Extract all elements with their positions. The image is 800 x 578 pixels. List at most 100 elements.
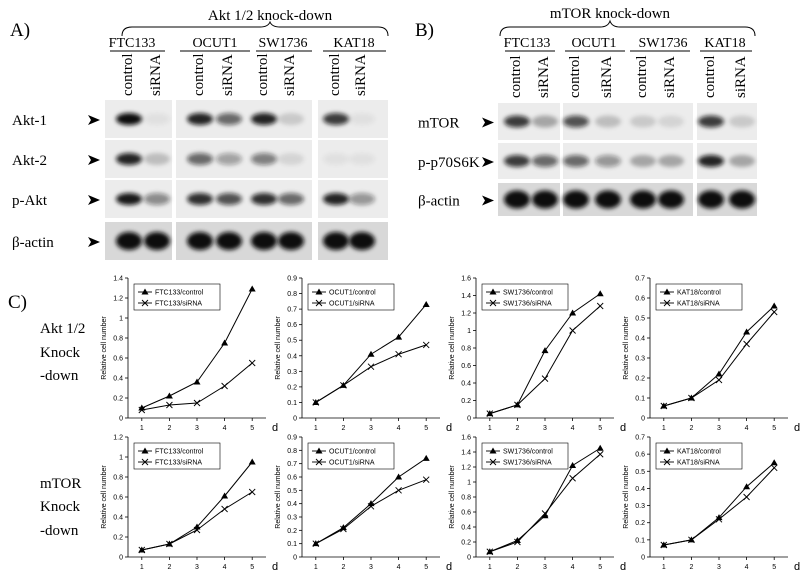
blot-band bbox=[698, 155, 724, 167]
x-tick-label: 5 bbox=[772, 564, 776, 571]
marker bbox=[339, 524, 347, 531]
legend-box bbox=[655, 442, 743, 470]
legend-label: FTC133/control bbox=[155, 290, 204, 297]
blot-band bbox=[323, 113, 349, 125]
x-tick-label: 1 bbox=[140, 564, 144, 571]
lane-label: control bbox=[120, 54, 136, 97]
marker bbox=[248, 285, 256, 292]
blot-band bbox=[504, 155, 530, 167]
y-tick-label: 0.9 bbox=[287, 435, 297, 442]
row-label: Knock bbox=[40, 499, 80, 515]
legend-marker bbox=[663, 458, 671, 466]
marker bbox=[514, 538, 521, 546]
x-tick-label: 5 bbox=[772, 425, 776, 432]
x-tick-label: 4 bbox=[223, 564, 227, 571]
bracket bbox=[499, 19, 756, 37]
blot-band bbox=[349, 193, 375, 205]
row-arrow bbox=[482, 195, 494, 206]
x-tick-label: 2 bbox=[689, 425, 693, 432]
legend-box bbox=[307, 442, 395, 470]
marker bbox=[743, 483, 751, 490]
x-tick-label: 3 bbox=[543, 425, 547, 432]
marker bbox=[770, 302, 778, 309]
legend-box bbox=[133, 283, 221, 311]
x-tick-label: 2 bbox=[341, 425, 345, 432]
row-label: p-Akt bbox=[12, 193, 48, 209]
lane-label: control bbox=[634, 56, 650, 99]
marker bbox=[221, 492, 229, 499]
marker bbox=[395, 333, 403, 340]
y-tick-label: 0.6 bbox=[461, 510, 471, 517]
y-tick-label: 0.2 bbox=[113, 396, 123, 403]
marker bbox=[660, 402, 668, 410]
y-tick-label: 0.5 bbox=[635, 316, 645, 323]
legend-marker bbox=[663, 299, 671, 307]
x-tick-label: 1 bbox=[314, 564, 318, 571]
blot-band bbox=[563, 190, 589, 209]
y-tick-label: 0.2 bbox=[287, 384, 297, 391]
legend-label: FTC133/siRNA bbox=[155, 301, 202, 308]
y-tick-label: 0.6 bbox=[461, 363, 471, 370]
blot-band bbox=[116, 113, 142, 125]
x-tick-label: 1 bbox=[314, 425, 318, 432]
marker bbox=[770, 308, 778, 316]
marker bbox=[596, 444, 604, 451]
y-tick-label: 1.2 bbox=[113, 296, 123, 303]
lane-label: siRNA bbox=[282, 54, 298, 96]
y-tick-label: 0.2 bbox=[461, 540, 471, 547]
y-tick-label: 1.2 bbox=[461, 465, 471, 472]
lane-label: siRNA bbox=[733, 56, 749, 98]
blot-band bbox=[323, 193, 349, 205]
row-arrow bbox=[482, 117, 494, 128]
x-tick-label: 4 bbox=[571, 564, 575, 571]
marker bbox=[715, 370, 723, 377]
x-tick-label: 3 bbox=[195, 425, 199, 432]
y-tick-label: 1.6 bbox=[461, 276, 471, 283]
blot-band bbox=[658, 115, 684, 128]
x-tick-label: 2 bbox=[515, 425, 519, 432]
lane-label: control bbox=[255, 54, 271, 97]
blot-band bbox=[595, 115, 621, 128]
y-tick-label: 0.4 bbox=[461, 525, 471, 532]
marker bbox=[395, 350, 402, 358]
blot-band bbox=[216, 113, 242, 125]
blot-band bbox=[698, 190, 724, 209]
marker bbox=[248, 458, 256, 465]
marker bbox=[367, 350, 375, 357]
y-axis-label: Relative cell number bbox=[275, 465, 282, 529]
marker bbox=[422, 476, 430, 483]
lane-label: control bbox=[327, 54, 343, 97]
y-tick-label: 0.2 bbox=[461, 398, 471, 405]
legend-marker bbox=[141, 288, 149, 295]
legend-marker bbox=[489, 458, 497, 466]
y-tick-label: 0.4 bbox=[113, 376, 123, 383]
x-tick-label: 4 bbox=[745, 564, 749, 571]
marker bbox=[193, 378, 201, 385]
row-label: mTOR bbox=[418, 116, 459, 132]
marker bbox=[541, 512, 549, 519]
y-tick-label: 0.8 bbox=[113, 475, 123, 482]
y-axis-label: Relative cell number bbox=[275, 316, 282, 380]
x-tick-label: 4 bbox=[223, 425, 227, 432]
y-tick-label: 0.1 bbox=[287, 541, 297, 548]
legend-marker bbox=[141, 299, 149, 307]
marker bbox=[541, 375, 549, 382]
x-tick-label: 1 bbox=[488, 425, 492, 432]
marker bbox=[312, 399, 320, 406]
blot-band bbox=[563, 115, 589, 128]
x-tick-label: 5 bbox=[598, 425, 602, 432]
marker bbox=[138, 406, 146, 414]
x-tick-label: 1 bbox=[488, 564, 492, 571]
row-label: -down bbox=[40, 523, 79, 539]
blot-band bbox=[658, 155, 684, 167]
x-tick-label: 3 bbox=[717, 564, 721, 571]
marker bbox=[367, 363, 375, 370]
x-tick-label: 5 bbox=[424, 425, 428, 432]
y-tick-label: 0.3 bbox=[635, 503, 645, 510]
y-tick-label: 0 bbox=[467, 555, 471, 562]
marker bbox=[138, 546, 146, 554]
marker bbox=[569, 327, 576, 334]
y-tick-label: 0 bbox=[641, 555, 645, 562]
panel-label: B) bbox=[415, 20, 434, 41]
blot-band bbox=[144, 193, 170, 205]
